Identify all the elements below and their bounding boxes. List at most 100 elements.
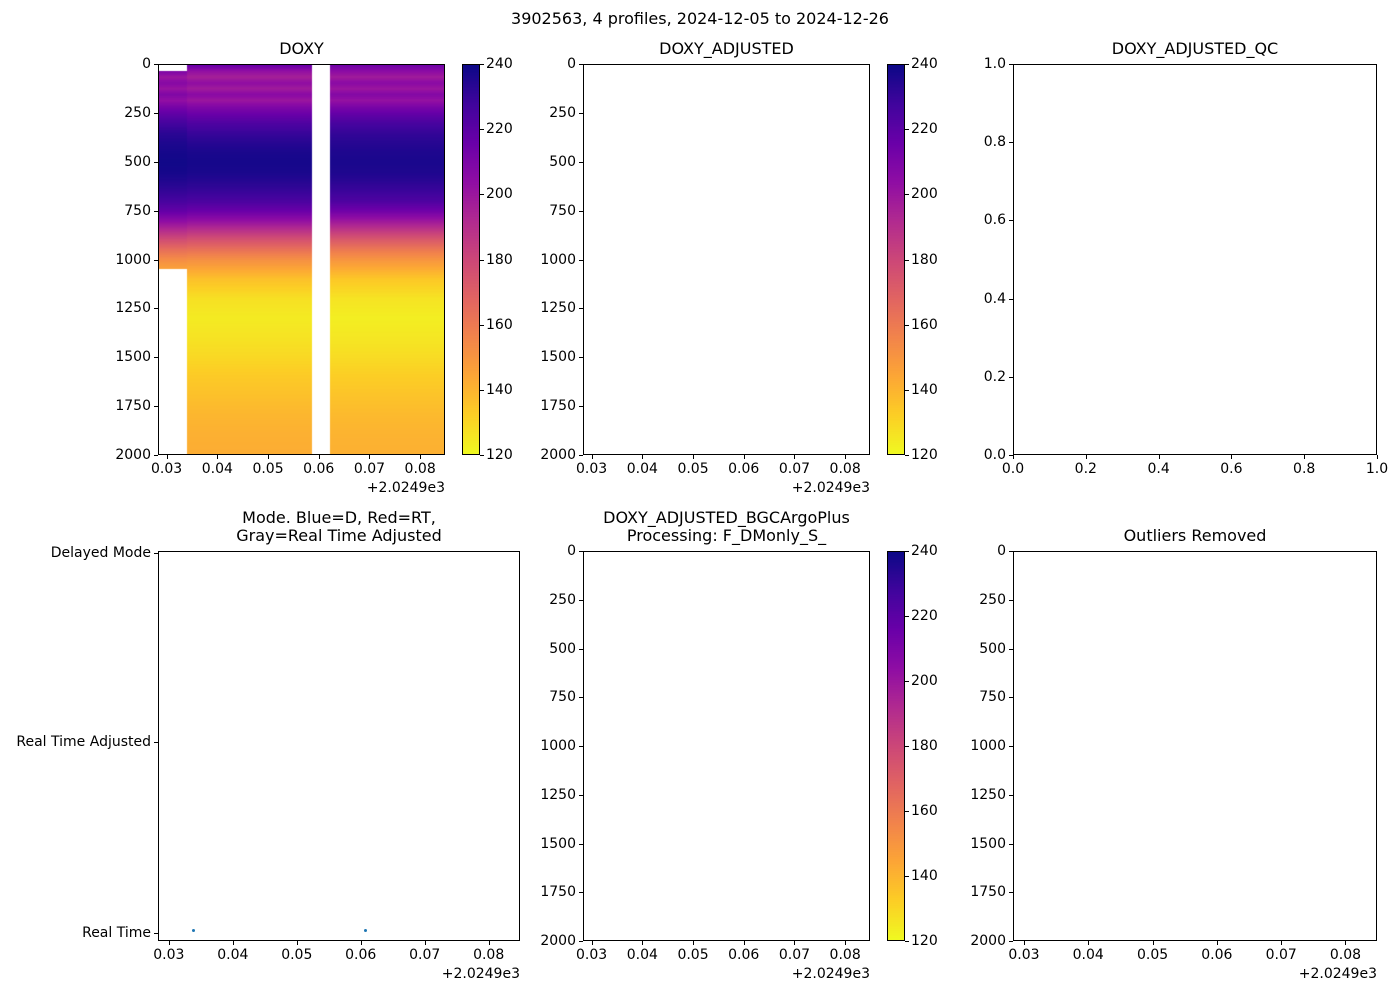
doxy-y-tick xyxy=(154,455,158,456)
mode-axes xyxy=(158,551,520,941)
outliers-y-tick-label: 0 xyxy=(997,543,1006,559)
bgc-axes xyxy=(583,551,870,941)
bgc-colorbar-tick-label: 140 xyxy=(911,868,938,884)
doxy_adjusted_qc-y-tick-label: 0.8 xyxy=(983,134,1006,151)
outliers-title: Outliers Removed xyxy=(1123,526,1267,545)
doxy_adjusted_qc-y-tick-label: 0.0 xyxy=(983,447,1006,463)
doxy-colorbar-tick-label: 220 xyxy=(486,121,513,138)
bgc-colorbar-tick-label: 200 xyxy=(911,673,938,689)
mode-x-tick-label: 0.07 xyxy=(409,947,441,963)
mode-x-tick xyxy=(296,941,298,945)
outliers-y-tick xyxy=(1009,843,1013,845)
doxy-colorbar-tick xyxy=(480,64,484,65)
doxy_adjusted-colorbar xyxy=(887,64,905,455)
doxy-x-tick xyxy=(318,455,320,459)
outliers-y-tick xyxy=(1009,794,1013,796)
mode-y-category-label: Delayed Mode xyxy=(50,544,151,561)
bgc-y-tick xyxy=(579,746,583,747)
outliers-y-tick xyxy=(1009,746,1013,747)
doxy_adjusted-x-tick xyxy=(591,455,593,459)
doxy-y-tick-label: 2000 xyxy=(115,447,151,463)
doxy-colorbar-tick-label: 120 xyxy=(486,447,513,463)
outliers-x-offset-text: +2.0249e3 xyxy=(1298,966,1377,982)
doxy-y-tick-label: 1750 xyxy=(115,398,151,415)
bgc-y-tick-label: 250 xyxy=(549,591,576,608)
bgc-y-tick xyxy=(579,941,583,942)
outliers-y-tick-label: 1250 xyxy=(970,786,1006,803)
bgc-colorbar-gradient xyxy=(888,552,904,940)
mode-y-category-label: Real Time Adjusted xyxy=(16,734,151,751)
doxy_adjusted_qc-x-tick-label: 0.2 xyxy=(1074,461,1097,477)
bgc-x-tick-label: 0.06 xyxy=(728,947,760,963)
bgc-y-tick-label: 1000 xyxy=(540,738,576,754)
mode-x-tick-label: 0.06 xyxy=(345,947,377,963)
doxy_adjusted-colorbar-tick-label: 120 xyxy=(911,447,938,463)
doxy-x-tick-label: 0.05 xyxy=(252,461,284,477)
mode-data-point xyxy=(363,929,367,933)
outliers-x-tick xyxy=(1281,941,1283,945)
mode-y-category-label: Real Time xyxy=(82,924,151,941)
mode-data-point xyxy=(191,929,195,933)
bgc-y-tick-label: 750 xyxy=(549,689,576,706)
doxy-y-tick xyxy=(154,406,158,408)
bgc-x-offset-text: +2.0249e3 xyxy=(791,966,870,982)
doxy_adjusted_qc-x-tick xyxy=(1304,455,1306,459)
doxy_adjusted_qc-y-tick xyxy=(1009,220,1013,222)
doxy_adjusted-colorbar-tick xyxy=(905,455,909,456)
doxy_adjusted-title: DOXY_ADJUSTED xyxy=(659,39,794,58)
doxy-y-tick xyxy=(154,64,158,65)
outliers-y-tick-label: 1000 xyxy=(970,738,1006,754)
mode-x-tick xyxy=(488,941,490,945)
doxy_adjusted-y-tick-label: 0 xyxy=(567,56,576,72)
doxy_adjusted-y-tick-label: 1000 xyxy=(540,251,576,268)
outliers-y-tick-label: 2000 xyxy=(970,933,1006,949)
doxy_adjusted-x-tick xyxy=(743,455,745,459)
bgc-title: DOXY_ADJUSTED_BGCArgoPlus Processing: F_… xyxy=(603,508,850,545)
outliers-y-tick xyxy=(1009,648,1013,650)
doxy_adjusted-x-tick-label: 0.05 xyxy=(677,461,709,477)
bgc-y-tick-label: 1500 xyxy=(540,835,576,852)
bgc-colorbar-tick-label: 240 xyxy=(911,543,938,559)
doxy-x-tick xyxy=(217,455,219,459)
outliers-x-tick-label: 0.06 xyxy=(1201,947,1233,963)
doxy_adjusted_qc-y-tick xyxy=(1009,298,1013,300)
doxy_adjusted-y-tick xyxy=(579,112,583,114)
doxy-x-tick-label: 0.03 xyxy=(151,461,183,477)
mode-x-tick xyxy=(232,941,234,945)
doxy-y-tick xyxy=(154,259,158,261)
doxy-colorbar-tick-label: 180 xyxy=(486,251,513,268)
doxy-x-tick-label: 0.06 xyxy=(303,461,335,477)
mode-x-tick-label: 0.05 xyxy=(281,947,313,963)
outliers-axes xyxy=(1013,551,1377,941)
doxy_adjusted_qc-axes xyxy=(1013,64,1377,455)
doxy_adjusted-x-tick xyxy=(845,455,847,459)
bgc-y-tick xyxy=(579,648,583,650)
doxy_adjusted-y-tick-label: 1500 xyxy=(540,349,576,366)
doxy_adjusted-x-tick-label: 0.06 xyxy=(728,461,760,477)
outliers-y-tick xyxy=(1009,697,1013,699)
outliers-x-tick xyxy=(1152,941,1154,945)
doxy-heatmap-canvas xyxy=(159,65,444,454)
mode-x-tick xyxy=(424,941,426,945)
doxy-y-tick xyxy=(154,308,158,310)
doxy_adjusted_qc-x-tick-label: 0.4 xyxy=(1147,461,1170,477)
doxy-y-tick-label: 250 xyxy=(124,104,151,121)
doxy-y-tick xyxy=(154,357,158,359)
doxy-colorbar-tick xyxy=(480,259,484,261)
doxy_adjusted-y-tick-label: 250 xyxy=(549,104,576,121)
doxy_adjusted_qc-x-tick xyxy=(1013,455,1014,459)
doxy_adjusted_qc-x-tick xyxy=(1158,455,1160,459)
bgc-colorbar-tick-label: 120 xyxy=(911,933,938,949)
doxy_adjusted_qc-y-tick-label: 0.4 xyxy=(983,290,1006,307)
mode-title: Mode. Blue=D, Red=RT, Gray=Real Time Adj… xyxy=(236,508,442,545)
doxy-y-tick-label: 750 xyxy=(124,202,151,219)
bgc-x-tick-label: 0.03 xyxy=(576,947,608,963)
bgc-colorbar-tick xyxy=(905,876,909,877)
bgc-y-tick xyxy=(579,551,583,552)
outliers-y-tick-label: 1500 xyxy=(970,835,1006,852)
outliers-y-tick xyxy=(1009,551,1013,552)
doxy_adjusted-y-tick xyxy=(579,259,583,261)
bgc-colorbar-tick xyxy=(905,681,909,682)
outliers-x-tick-label: 0.03 xyxy=(1008,947,1040,963)
doxy_adjusted_qc-x-tick-label: 0.6 xyxy=(1220,461,1243,477)
